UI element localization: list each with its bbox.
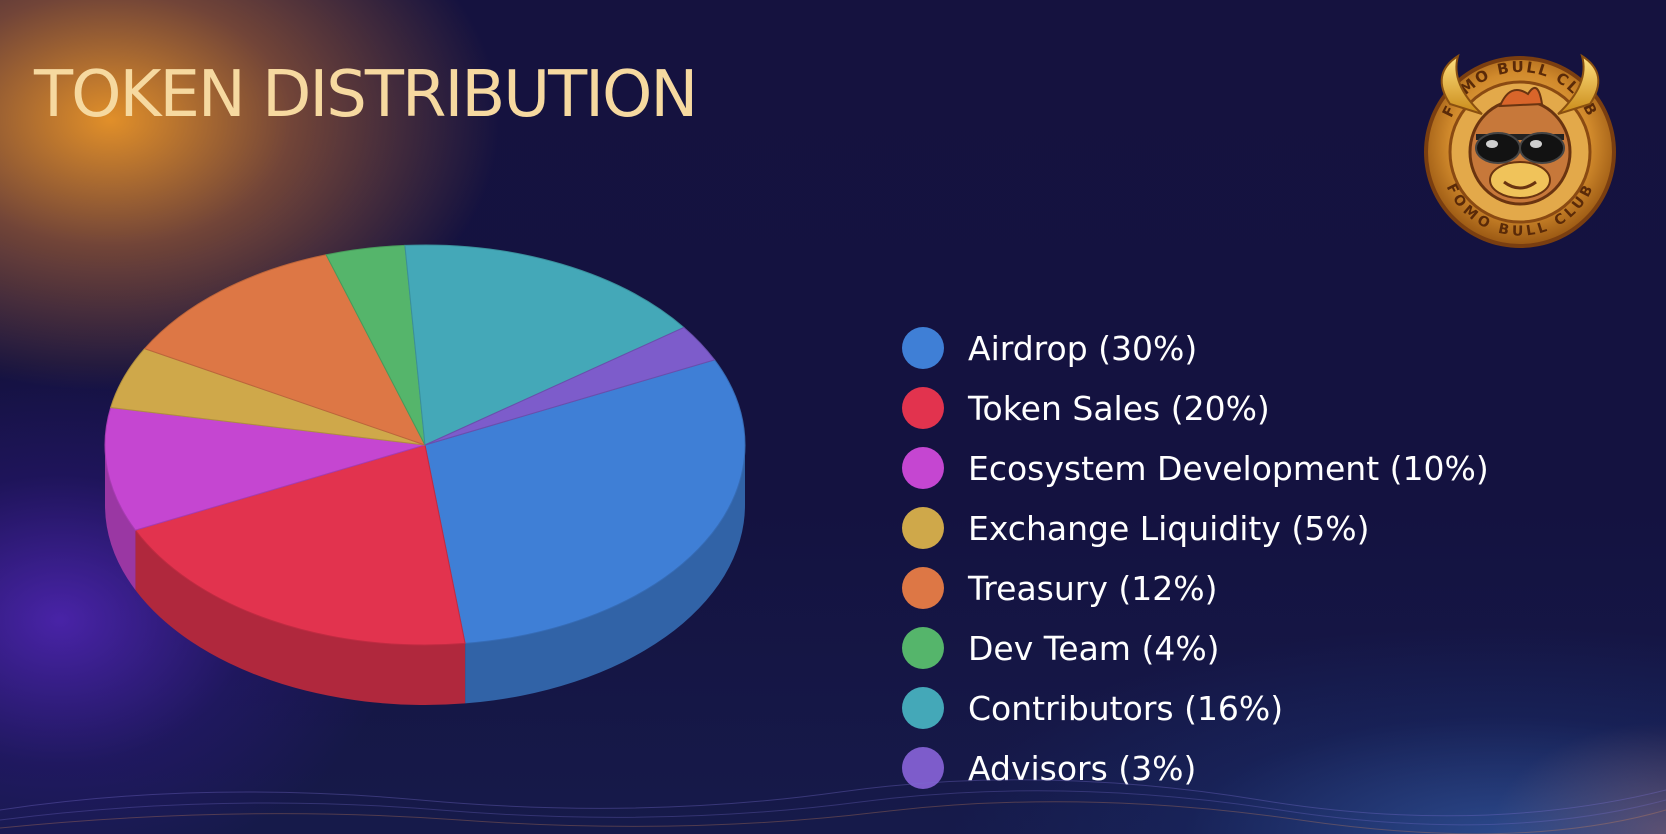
- legend-item: Airdrop (30%): [902, 318, 1489, 378]
- legend-label: Token Sales (20%): [968, 388, 1270, 428]
- pie-slice-treasury: [143, 254, 427, 446]
- pie-slice-contributors: [404, 244, 685, 446]
- pie-slice-advisors: [424, 326, 716, 446]
- legend-item: Exchange Liquidity (5%): [902, 498, 1489, 558]
- legend-item: Advisors (3%): [902, 738, 1489, 798]
- chart-legend: Airdrop (30%) Token Sales (20%) Ecosystem …: [902, 318, 1489, 798]
- legend-swatch: [902, 387, 944, 429]
- legend-swatch: [902, 507, 944, 549]
- fomo-bull-club-logo: FOMO BULL CLUB FOMO BULL CLUB: [1424, 53, 1616, 248]
- legend-label: Contributors (16%): [968, 688, 1284, 728]
- legend-label: Airdrop (30%): [968, 328, 1198, 368]
- legend-swatch: [902, 627, 944, 669]
- page-title: TOKEN DISTRIBUTION: [34, 58, 698, 132]
- pie-slice-token-sales: [134, 444, 466, 646]
- pie-tops: [104, 244, 746, 646]
- pie-slice-side: [105, 445, 136, 591]
- legend-item: Contributors (16%): [902, 678, 1489, 738]
- pie-slice-side: [135, 530, 466, 705]
- pie-slice-airdrop: [424, 359, 746, 644]
- legend-item: Ecosystem Development (10%): [902, 438, 1489, 498]
- legend-swatch: [902, 567, 944, 609]
- legend-label: Treasury (12%): [968, 568, 1218, 608]
- legend-item: Dev Team (4%): [902, 618, 1489, 678]
- legend-label: Advisors (3%): [968, 748, 1197, 788]
- legend-label: Dev Team (4%): [968, 628, 1220, 668]
- decorative-wave-mesh: [0, 779, 1666, 834]
- legend-item: Treasury (12%): [902, 558, 1489, 618]
- pie-slice-side: [465, 445, 745, 704]
- legend-label: Ecosystem Development (10%): [968, 448, 1489, 488]
- legend-item: Token Sales (20%): [902, 378, 1489, 438]
- legend-swatch: [902, 687, 944, 729]
- legend-label: Exchange Liquidity (5%): [968, 508, 1370, 548]
- pie-slice-ecosystem-development: [104, 406, 426, 531]
- legend-swatch: [902, 747, 944, 789]
- pie-sides: [105, 445, 745, 705]
- legend-swatch: [902, 447, 944, 489]
- legend-swatch: [902, 327, 944, 369]
